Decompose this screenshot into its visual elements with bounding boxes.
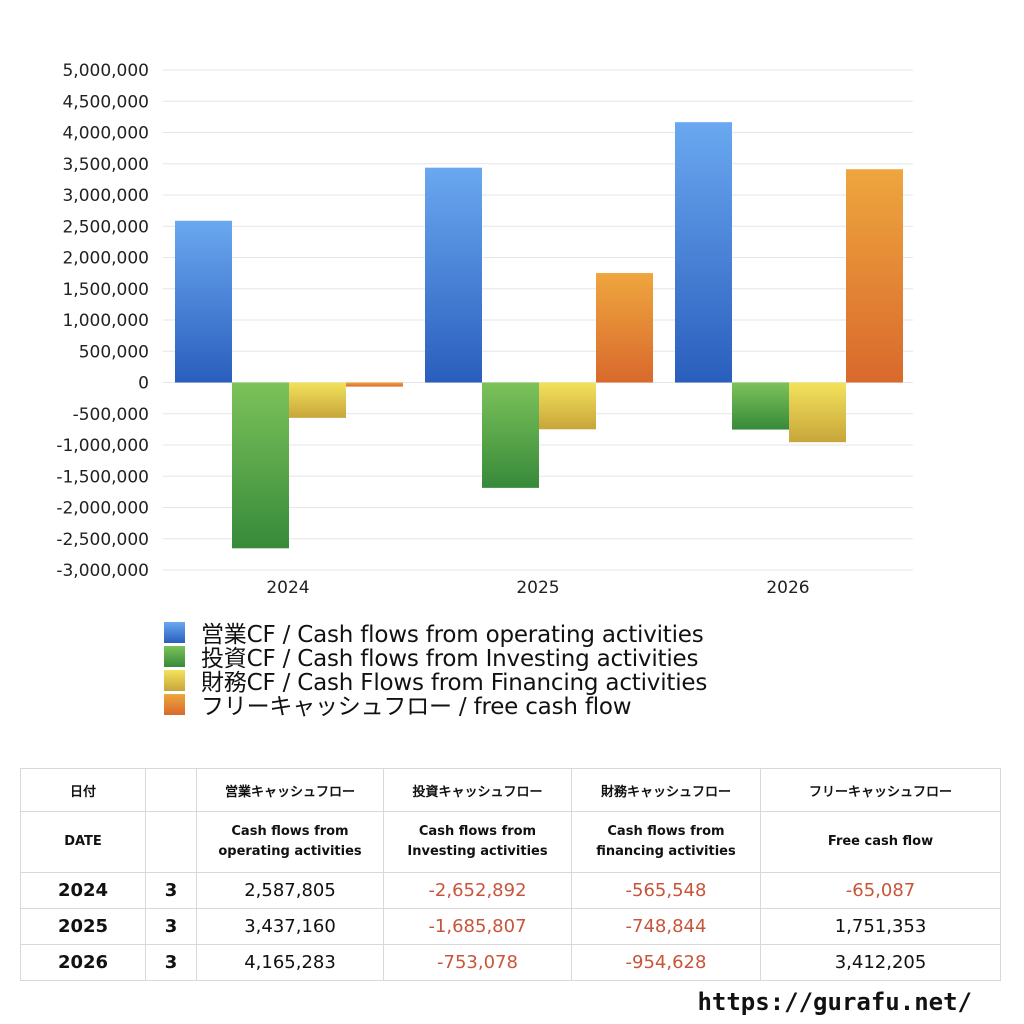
y-tick-label: 1,500,000 xyxy=(62,280,149,300)
row-investing-value: -1,685,807 xyxy=(383,908,572,945)
legend-label-financing: 財務CF / Cash Flows from Financing activit… xyxy=(201,670,708,696)
legend-label-investing: 投資CF / Cash flows from Investing activit… xyxy=(201,646,699,672)
site-url[interactable]: https://gurafu.net/ xyxy=(697,988,972,1016)
header-free-cash-flow-en: Free cash flow xyxy=(760,811,1001,873)
y-tick-label: -2,000,000 xyxy=(56,499,149,519)
y-tick-label: -2,500,000 xyxy=(56,530,149,550)
bar-2025-series-2 xyxy=(539,382,596,430)
bar-2024-series-1 xyxy=(232,382,289,549)
header-month-en xyxy=(145,811,197,873)
table-header-row-english: DATE Cash flows from operating activitie… xyxy=(20,811,1001,873)
chart-legend: 営業CF / Cash flows from operating activit… xyxy=(164,620,707,720)
row-free-cash-flow-value: 3,412,205 xyxy=(760,944,1001,981)
row-free-cash-flow-value: -65,087 xyxy=(760,872,1001,909)
y-tick-label: -500,000 xyxy=(73,405,149,425)
legend-item-free-cash-flow: フリーキャッシュフロー / free cash flow xyxy=(164,692,707,720)
row-year: 2024 xyxy=(20,872,146,909)
y-tick-label: 3,500,000 xyxy=(62,155,149,175)
bar-2025-series-1 xyxy=(482,382,539,488)
legend-swatch-operating xyxy=(164,621,185,643)
bar-2024-series-3 xyxy=(346,382,403,387)
row-operating-value: 2,587,805 xyxy=(196,872,384,909)
header-date-en: DATE xyxy=(20,811,146,873)
y-tick-label: 2,000,000 xyxy=(62,249,149,269)
header-operating-en: Cash flows from operating activities xyxy=(196,811,384,873)
header-financing-jp: 財務キャッシュフロー xyxy=(571,768,761,812)
y-tick-label: -1,000,000 xyxy=(56,436,149,456)
row-financing-value: -748,844 xyxy=(571,908,761,945)
header-investing-en: Cash flows from Investing activities xyxy=(383,811,572,873)
y-tick-label: 4,500,000 xyxy=(62,92,149,112)
y-tick-label: -1,500,000 xyxy=(56,467,149,487)
header-investing-jp: 投資キャッシュフロー xyxy=(383,768,572,812)
y-tick-label: 2,500,000 xyxy=(62,217,149,237)
table-row: 2025 3 3,437,160 -1,685,807 -748,844 1,7… xyxy=(20,908,1001,945)
legend-label-operating: 営業CF / Cash flows from operating activit… xyxy=(201,622,704,648)
row-operating-value: 4,165,283 xyxy=(196,944,384,981)
table-row: 2026 3 4,165,283 -753,078 -954,628 3,412… xyxy=(20,944,1001,981)
row-investing-value: -753,078 xyxy=(383,944,572,981)
legend-item-financing: 財務CF / Cash Flows from Financing activit… xyxy=(164,668,707,696)
bar-2024-series-2 xyxy=(289,382,346,418)
row-month: 3 xyxy=(145,944,197,981)
row-operating-value: 3,437,160 xyxy=(196,908,384,945)
bar-2026-series-3 xyxy=(846,169,903,383)
x-tick-label: 2026 xyxy=(766,578,809,598)
row-year: 2025 xyxy=(20,908,146,945)
cash-flow-bar-chart: 5,000,000 4,500,000 4,000,000 3,500,000 3,00… xyxy=(56,61,913,598)
cash-flow-table: 日付 営業キャッシュフロー 投資キャッシュフロー 財務キャッシュフロー フリーキ… xyxy=(20,768,1001,981)
legend-swatch-free-cash-flow xyxy=(164,693,185,715)
y-tick-label: 3,000,000 xyxy=(62,186,149,206)
legend-swatch-financing xyxy=(164,669,185,691)
y-tick-label: 5,000,000 xyxy=(62,61,149,81)
header-date-jp: 日付 xyxy=(20,768,146,812)
x-tick-label: 2025 xyxy=(516,578,559,598)
row-month: 3 xyxy=(145,908,197,945)
x-tick-label: 2024 xyxy=(266,578,309,598)
legend-item-operating: 営業CF / Cash flows from operating activit… xyxy=(164,620,707,648)
bar-2025-series-3 xyxy=(596,273,653,383)
row-month: 3 xyxy=(145,872,197,909)
row-financing-value: -954,628 xyxy=(571,944,761,981)
legend-item-investing: 投資CF / Cash flows from Investing activit… xyxy=(164,644,707,672)
bar-2026-series-0 xyxy=(675,122,732,383)
y-tick-label: 0 xyxy=(138,374,149,394)
y-tick-label: -3,000,000 xyxy=(56,561,149,581)
y-tick-label: 4,000,000 xyxy=(62,124,149,144)
row-financing-value: -565,548 xyxy=(571,872,761,909)
y-tick-label: 1,000,000 xyxy=(62,311,149,331)
legend-label-free-cash-flow: フリーキャッシュフロー / free cash flow xyxy=(201,694,632,720)
row-investing-value: -2,652,892 xyxy=(383,872,572,909)
bar-2024-series-0 xyxy=(175,220,232,383)
table-header-row-japanese: 日付 営業キャッシュフロー 投資キャッシュフロー 財務キャッシュフロー フリーキ… xyxy=(20,768,1001,812)
legend-swatch-investing xyxy=(164,645,185,667)
table-row: 2024 3 2,587,805 -2,652,892 -565,548 -65… xyxy=(20,872,1001,909)
row-year: 2026 xyxy=(20,944,146,981)
bar-2026-series-2 xyxy=(789,382,846,443)
header-operating-jp: 営業キャッシュフロー xyxy=(196,768,384,812)
y-tick-label: 500,000 xyxy=(79,342,149,362)
row-free-cash-flow-value: 1,751,353 xyxy=(760,908,1001,945)
header-financing-en: Cash flows from financing activities xyxy=(571,811,761,873)
bar-2026-series-1 xyxy=(732,382,789,430)
bar-2025-series-0 xyxy=(425,167,482,383)
header-free-cash-flow-jp: フリーキャッシュフロー xyxy=(760,768,1001,812)
header-month-jp xyxy=(145,768,197,812)
